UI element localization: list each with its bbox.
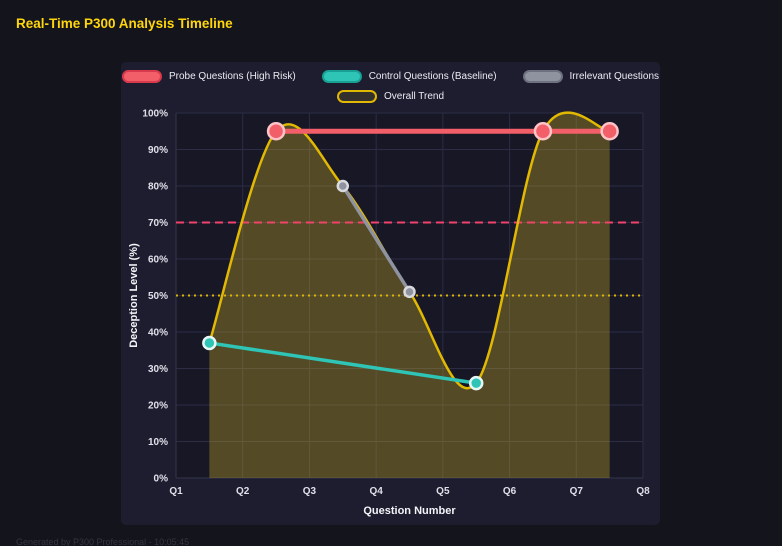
x-tick-label: Q2 bbox=[236, 486, 250, 497]
y-tick-label: 100% bbox=[142, 109, 168, 120]
x-tick-label: Q6 bbox=[503, 486, 517, 497]
legend-row-2: Overall Trend bbox=[336, 90, 445, 103]
legend-item-probe[interactable]: Probe Questions (High Risk) bbox=[121, 70, 296, 83]
y-tick-label: 90% bbox=[148, 145, 168, 156]
data-point-marker[interactable] bbox=[403, 285, 416, 299]
irrelevant-legend-label: Irrelevant Questions bbox=[569, 71, 660, 82]
legend-item-trend[interactable]: Overall Trend bbox=[336, 90, 445, 103]
probe-legend-swatch bbox=[121, 70, 162, 83]
x-tick-label: Q4 bbox=[369, 486, 383, 497]
y-tick-label: 80% bbox=[148, 182, 168, 193]
data-point-marker[interactable] bbox=[336, 179, 350, 193]
data-point-marker[interactable] bbox=[533, 122, 553, 141]
y-axis-title: Deception Level (%) bbox=[128, 243, 140, 348]
control-legend-label: Control Questions (Baseline) bbox=[368, 71, 497, 82]
y-tick-label: 50% bbox=[148, 291, 168, 302]
trend-legend-swatch bbox=[336, 90, 377, 103]
x-tick-label: Q5 bbox=[436, 486, 450, 497]
y-tick-label: 70% bbox=[148, 218, 168, 229]
control-legend-swatch bbox=[321, 70, 362, 83]
series-line-1 bbox=[207, 341, 478, 385]
footer-note: Generated by P300 Professional - 10:05:4… bbox=[16, 537, 190, 546]
legend-item-control[interactable]: Control Questions (Baseline) bbox=[321, 70, 497, 83]
legend-item-irrelevant[interactable]: Irrelevant Questions bbox=[522, 70, 660, 83]
data-point-marker[interactable] bbox=[468, 375, 484, 391]
y-tick-label: 30% bbox=[148, 364, 168, 375]
timeline-chart[interactable]: 0% 10% 20% 30% 40% 50% 60% 70% 80% 90% 100% Q1 Q2 Q3 Q… bbox=[121, 62, 660, 525]
data-point-marker[interactable] bbox=[266, 122, 286, 141]
chart-panel: Probe Questions (High Risk) Control Ques… bbox=[121, 62, 660, 525]
legend-row-1: Probe Questions (High Risk) Control Ques… bbox=[121, 70, 660, 83]
data-point-marker[interactable] bbox=[600, 122, 619, 141]
x-tick-label: Q8 bbox=[636, 486, 650, 497]
y-tick-label: 60% bbox=[148, 255, 168, 266]
series-line-2 bbox=[341, 184, 412, 294]
x-tick-label: Q1 bbox=[169, 486, 183, 497]
y-tick-label: 0% bbox=[154, 474, 169, 485]
x-axis-title: Question Number bbox=[363, 505, 456, 517]
data-point-marker[interactable] bbox=[202, 335, 217, 351]
chart-legend: Probe Questions (High Risk) Control Ques… bbox=[121, 70, 660, 103]
irrelevant-legend-swatch bbox=[522, 70, 563, 83]
page-title: Real-Time P300 Analysis Timeline bbox=[16, 16, 233, 31]
x-tick-label: Q7 bbox=[570, 486, 584, 497]
trend-legend-label: Overall Trend bbox=[383, 91, 445, 102]
y-tick-label: 40% bbox=[148, 328, 168, 339]
probe-legend-label: Probe Questions (High Risk) bbox=[168, 71, 296, 82]
y-tick-label: 20% bbox=[148, 401, 168, 412]
y-tick-label: 10% bbox=[148, 437, 168, 448]
x-tick-label: Q3 bbox=[303, 486, 317, 497]
